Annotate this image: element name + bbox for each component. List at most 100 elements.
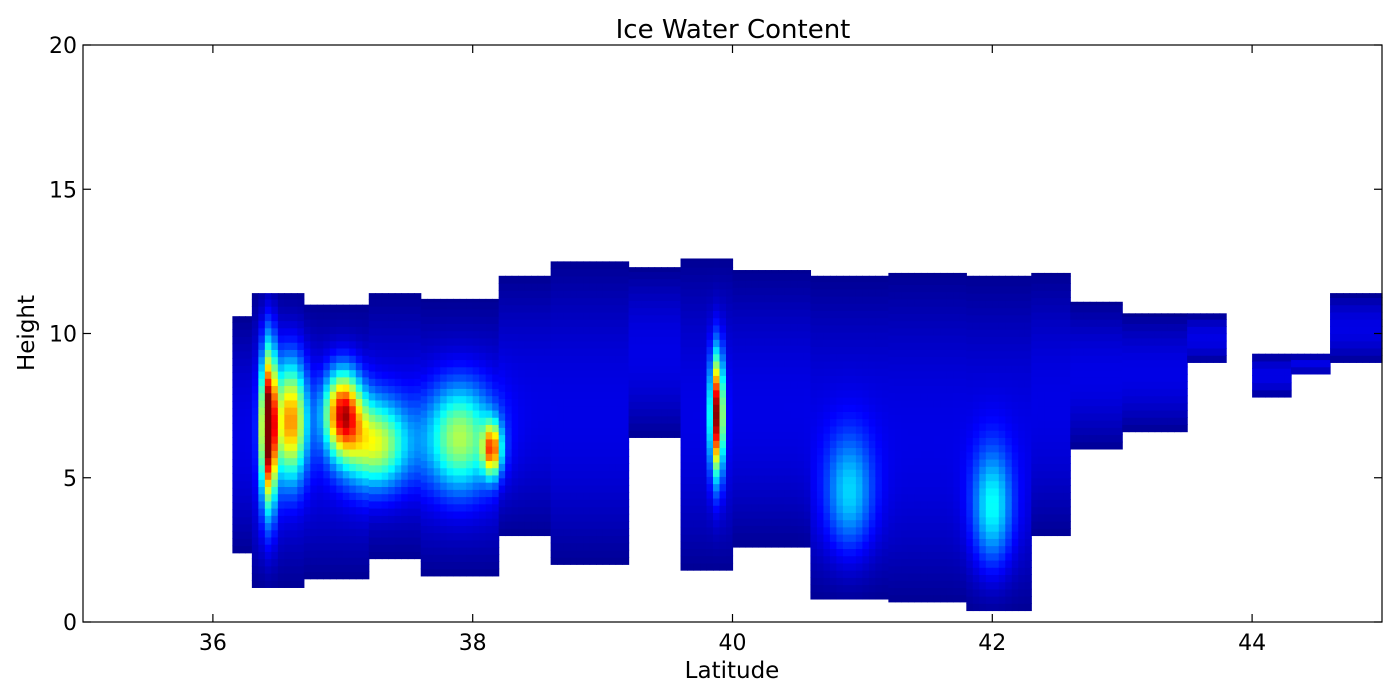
- heatmap-cell: [751, 503, 760, 512]
- heatmap-cell: [414, 371, 422, 379]
- heatmap-cell: [375, 464, 383, 473]
- heatmap-cell: [1005, 466, 1013, 475]
- heatmap-cell: [1018, 358, 1026, 366]
- heatmap-cell: [797, 270, 805, 274]
- heatmap-cell: [901, 327, 909, 336]
- heatmap-cell: [271, 320, 279, 329]
- heatmap-cell: [966, 415, 974, 424]
- heatmap-cell: [868, 404, 876, 412]
- heatmap-cell: [823, 368, 831, 376]
- heatmap-cell: [777, 532, 786, 541]
- heatmap-cell: [277, 464, 285, 473]
- heatmap-cell: [927, 500, 935, 509]
- heatmap-cell: [537, 427, 545, 436]
- heatmap-cell: [706, 288, 714, 297]
- heatmap-cell: [524, 477, 532, 486]
- heatmap-cell: [290, 349, 298, 358]
- heatmap-cell: [868, 375, 876, 384]
- heatmap-cell: [875, 461, 883, 470]
- heatmap-cell: [862, 577, 870, 586]
- heatmap-cell: [433, 546, 441, 555]
- heatmap-cell: [764, 503, 773, 512]
- heatmap-cell: [674, 285, 682, 294]
- heatmap-cell: [362, 571, 370, 580]
- heatmap-cell: [875, 433, 883, 441]
- heatmap-cell: [894, 272, 902, 278]
- heatmap-cell: [518, 398, 526, 407]
- heatmap-cell: [1018, 603, 1026, 612]
- heatmap-cell: [388, 493, 396, 502]
- heatmap-cell: [797, 510, 805, 519]
- heatmap-cell: [979, 516, 987, 525]
- heatmap-cell: [420, 330, 428, 339]
- heatmap-cell: [511, 304, 519, 313]
- heatmap-cell: [446, 446, 454, 454]
- heatmap-cell: [693, 519, 701, 528]
- heatmap-cell: [810, 275, 818, 283]
- heatmap-cell: [329, 420, 337, 428]
- heatmap-cell: [388, 515, 396, 524]
- heatmap-cell: [855, 310, 863, 319]
- heatmap-cell: [738, 446, 747, 454]
- heatmap-cell: [797, 373, 805, 382]
- heatmap-cell: [596, 528, 604, 537]
- heatmap-cell: [303, 362, 311, 371]
- heatmap-cell: [920, 515, 928, 524]
- heatmap-cell: [466, 518, 474, 526]
- heatmap-cell: [258, 493, 266, 502]
- heatmap-cell: [745, 381, 753, 389]
- heatmap-cell: [316, 319, 324, 327]
- heatmap-cell: [277, 479, 285, 487]
- heatmap-cell: [583, 412, 591, 421]
- heatmap-cell: [979, 596, 987, 604]
- heatmap-cell: [881, 332, 889, 340]
- heatmap-cell: [888, 356, 896, 365]
- heatmap-cell: [596, 355, 604, 363]
- heatmap-cell: [751, 287, 760, 296]
- heatmap-cell: [687, 440, 695, 449]
- heatmap-cell: [674, 358, 682, 366]
- heatmap-cell: [985, 358, 993, 366]
- heatmap-cell: [745, 287, 753, 296]
- heatmap-cell: [881, 339, 889, 348]
- heatmap-cell: [706, 295, 714, 304]
- heatmap-cell: [829, 497, 838, 506]
- heatmap-cell: [771, 532, 779, 541]
- heatmap-cell: [823, 555, 831, 564]
- heatmap-cell: [251, 443, 259, 451]
- heatmap-cell: [829, 548, 838, 557]
- heatmap-cell: [407, 529, 415, 538]
- heatmap-cell: [310, 333, 318, 342]
- heatmap-cell: [940, 399, 948, 408]
- heatmap-cell: [959, 529, 967, 538]
- heatmap-cell: [550, 528, 558, 537]
- heatmap-cell: [992, 358, 1000, 366]
- heatmap-cell: [290, 580, 298, 588]
- heatmap-cell: [738, 532, 747, 541]
- heatmap-cell: [687, 512, 695, 521]
- heatmap-cell: [920, 572, 928, 581]
- heatmap-cell: [401, 349, 409, 358]
- heatmap-cell: [1005, 502, 1013, 511]
- heatmap-cell: [641, 401, 649, 410]
- heatmap-cell: [732, 446, 740, 454]
- heatmap-cell: [1024, 451, 1032, 460]
- heatmap-cell: [907, 392, 915, 401]
- heatmap-cell: [245, 538, 253, 547]
- heatmap-cell: [466, 431, 474, 440]
- heatmap-cell: [700, 505, 708, 513]
- heatmap-cell: [303, 340, 311, 349]
- heatmap-cell: [868, 505, 876, 513]
- heatmap-cell: [401, 392, 409, 401]
- heatmap-cell: [803, 431, 812, 440]
- heatmap-cell: [946, 486, 954, 495]
- heatmap-cell: [570, 448, 578, 457]
- heatmap-cell: [979, 603, 987, 612]
- heatmap-cell: [868, 368, 876, 376]
- heatmap-cell: [394, 500, 402, 509]
- heatmap-cell: [355, 355, 363, 363]
- heatmap-cell: [381, 385, 389, 394]
- heatmap-cell: [764, 489, 773, 498]
- heatmap-cell: [732, 482, 740, 490]
- heatmap-cell: [329, 513, 337, 522]
